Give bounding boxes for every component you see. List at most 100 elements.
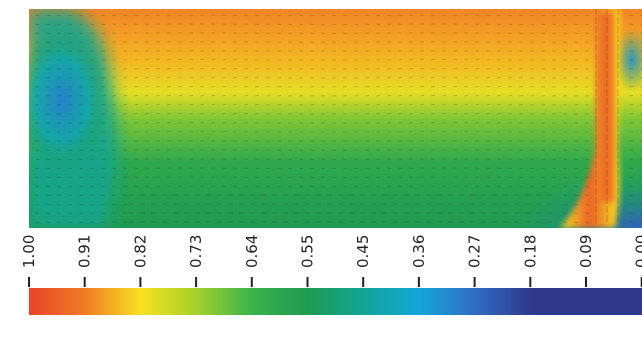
- velocity-vector: [89, 167, 95, 169]
- velocity-vector: [210, 86, 216, 88]
- velocity-vector: [441, 104, 447, 106]
- velocity-vector: [408, 104, 414, 106]
- colorbar-tick-label: 0.45: [354, 235, 372, 268]
- velocity-vector: [78, 212, 84, 214]
- velocity-vector: [199, 77, 205, 79]
- velocity-vector: [287, 185, 293, 187]
- velocity-vector: [452, 86, 458, 88]
- velocity-vector: [551, 23, 557, 25]
- velocity-vector: [144, 86, 150, 88]
- velocity-vector: [56, 14, 62, 16]
- velocity-vector: [573, 203, 579, 205]
- velocity-vector: [573, 14, 579, 16]
- velocity-vector: [353, 14, 359, 16]
- velocity-vector: [34, 14, 40, 16]
- velocity-vector: [45, 176, 51, 178]
- velocity-vector: [430, 95, 436, 97]
- velocity-vector: [419, 113, 425, 115]
- velocity-vector: [78, 203, 84, 205]
- velocity-vector: [463, 77, 469, 79]
- velocity-vector: [67, 23, 73, 25]
- velocity-vector: [485, 104, 491, 106]
- velocity-vector: [276, 14, 282, 16]
- velocity-vector: [452, 77, 458, 79]
- velocity-vector: [452, 95, 458, 97]
- velocity-vector: [56, 176, 62, 178]
- velocity-vector: [177, 95, 183, 97]
- velocity-vector: [419, 95, 425, 97]
- velocity-vector: [463, 113, 469, 115]
- velocity-vector: [463, 86, 469, 88]
- velocity-vector: [430, 68, 436, 70]
- velocity-vector: [199, 95, 205, 97]
- velocity-vector: [67, 212, 73, 214]
- velocity-vector: [188, 86, 194, 88]
- velocity-vector: [56, 212, 62, 214]
- velocity-vector: [540, 185, 546, 187]
- colorbar-tick-label: 0.91: [76, 235, 94, 268]
- velocity-vector: [199, 113, 205, 115]
- velocity-vector: [331, 14, 337, 16]
- velocity-vector: [397, 104, 403, 106]
- velocity-vector: [144, 95, 150, 97]
- velocity-vector: [100, 194, 106, 196]
- velocity-vector: [34, 203, 40, 205]
- colorbar-tick-label: 0.55: [299, 235, 317, 268]
- velocity-vector: [419, 104, 425, 106]
- velocity-vector: [188, 77, 194, 79]
- velocity-vector: [199, 86, 205, 88]
- velocity-vector: [89, 14, 95, 16]
- velocity-vector: [210, 104, 216, 106]
- velocity-vector: [584, 185, 590, 187]
- velocity-vector: [78, 185, 84, 187]
- velocity-vector: [452, 68, 458, 70]
- velocity-vector: [408, 77, 414, 79]
- velocity-vector: [320, 167, 326, 169]
- velocity-vector: [474, 77, 480, 79]
- colorbar-gradient: [29, 288, 642, 315]
- velocity-vector: [276, 185, 282, 187]
- velocity-vector: [67, 194, 73, 196]
- velocity-vector: [408, 86, 414, 88]
- velocity-vector: [342, 167, 348, 169]
- velocity-vector: [100, 176, 106, 178]
- velocity-vector: [188, 68, 194, 70]
- velocity-vector: [419, 77, 425, 79]
- velocity-vector: [573, 23, 579, 25]
- velocity-vector: [529, 185, 535, 187]
- velocity-vector: [430, 113, 436, 115]
- velocity-vector: [298, 14, 304, 16]
- velocity-vector: [100, 14, 106, 16]
- velocity-vector: [221, 77, 227, 79]
- velocity-vector: [331, 176, 337, 178]
- velocity-vector: [463, 104, 469, 106]
- velocity-vector: [45, 185, 51, 187]
- velocity-vector: [584, 23, 590, 25]
- velocity-vector: [144, 104, 150, 106]
- velocity-vector: [584, 203, 590, 205]
- velocity-vector: [430, 86, 436, 88]
- velocity-vector: [309, 14, 315, 16]
- velocity-vector: [298, 185, 304, 187]
- velocity-vector: [78, 176, 84, 178]
- velocity-vector: [331, 167, 337, 169]
- velocity-vector: [463, 95, 469, 97]
- velocity-vector: [45, 14, 51, 16]
- velocity-vector: [397, 86, 403, 88]
- velocity-vector: [210, 77, 216, 79]
- field-contours: [29, 9, 642, 228]
- velocity-vector: [320, 14, 326, 16]
- velocity-vector: [562, 194, 568, 196]
- velocity-vector: [166, 86, 172, 88]
- velocity-vector: [551, 167, 557, 169]
- colorbar-tick-label: 0.73: [187, 235, 205, 268]
- velocity-vector: [529, 14, 535, 16]
- velocity-vector: [34, 176, 40, 178]
- velocity-vector: [430, 77, 436, 79]
- velocity-vector: [188, 104, 194, 106]
- velocity-vector: [210, 95, 216, 97]
- velocity-vector: [67, 203, 73, 205]
- velocity-vector: [540, 167, 546, 169]
- velocity-vector: [45, 194, 51, 196]
